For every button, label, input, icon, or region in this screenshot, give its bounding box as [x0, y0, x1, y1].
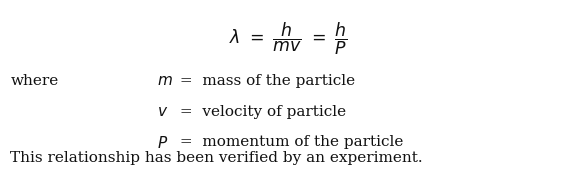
- Text: where: where: [10, 74, 59, 88]
- Text: =  mass of the particle: = mass of the particle: [175, 74, 356, 88]
- Text: $P$: $P$: [157, 135, 168, 151]
- Text: =  velocity of particle: = velocity of particle: [175, 105, 347, 119]
- Text: =  momentum of the particle: = momentum of the particle: [175, 135, 404, 149]
- Text: $v$: $v$: [157, 105, 168, 119]
- Text: This relationship has been verified by an experiment.: This relationship has been verified by a…: [10, 151, 423, 165]
- Text: $m$: $m$: [157, 74, 173, 88]
- Text: $\lambda \ = \ \dfrac{h}{mv} \ = \ \dfrac{h}{P}$: $\lambda \ = \ \dfrac{h}{mv} \ = \ \dfra…: [229, 20, 348, 57]
